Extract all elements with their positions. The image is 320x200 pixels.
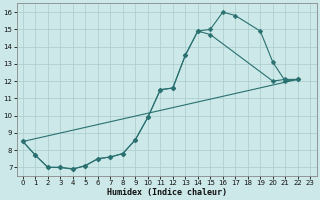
X-axis label: Humidex (Indice chaleur): Humidex (Indice chaleur) xyxy=(107,188,227,197)
